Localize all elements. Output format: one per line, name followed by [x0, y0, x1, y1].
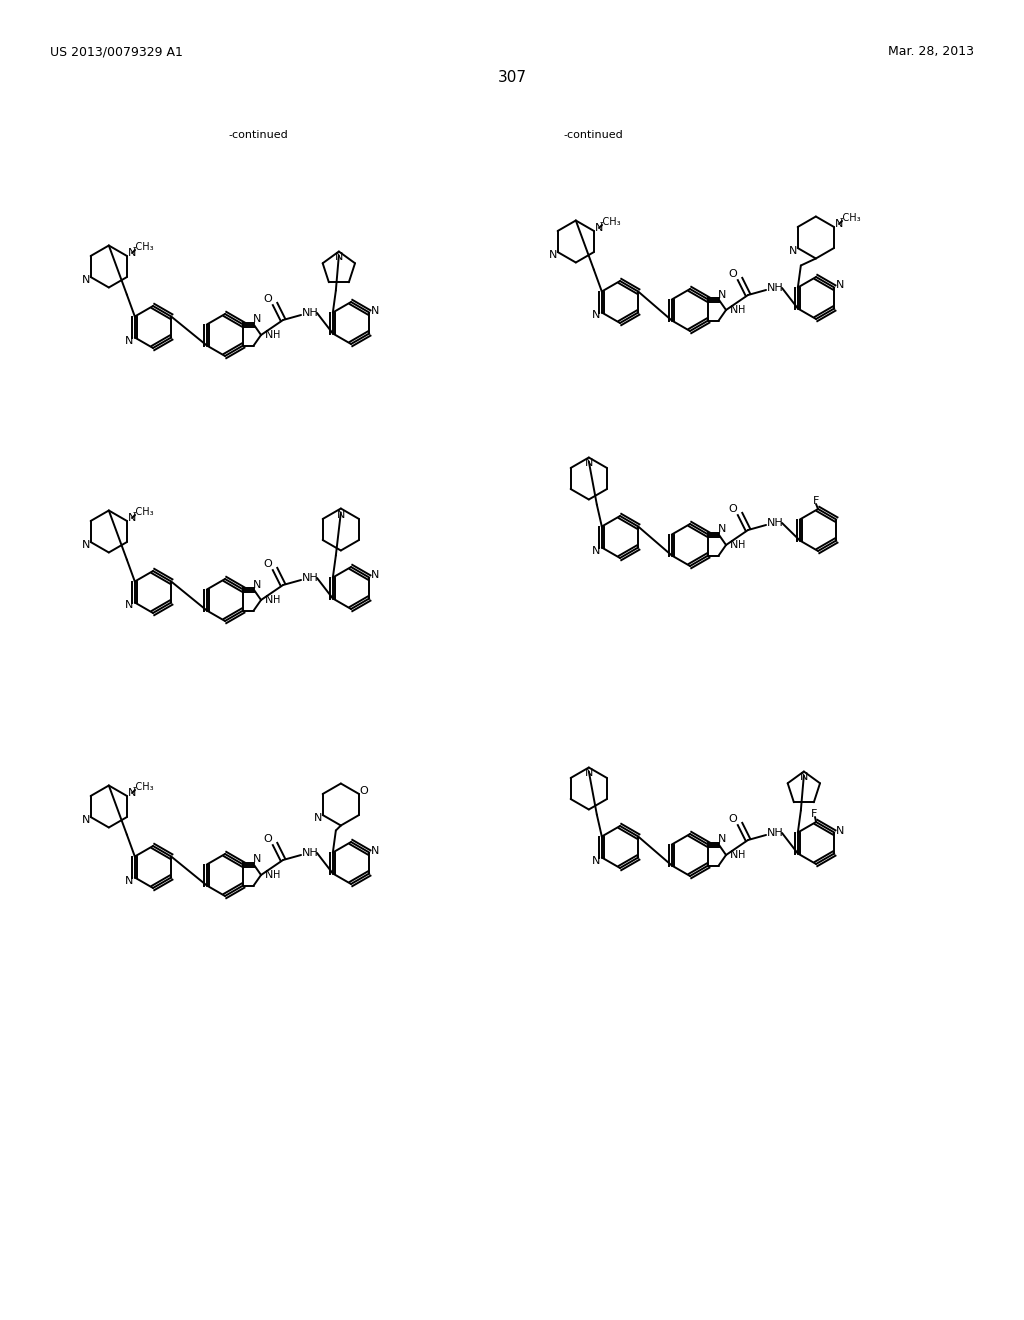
Text: NH: NH	[767, 282, 783, 293]
Text: N: N	[125, 875, 133, 886]
Text: N: N	[836, 281, 845, 290]
Text: O: O	[263, 834, 272, 843]
Text: N: N	[125, 601, 133, 610]
Text: N: N	[265, 870, 273, 880]
Text: -CH₃: -CH₃	[132, 507, 154, 517]
Text: N: N	[835, 219, 843, 228]
Text: O: O	[729, 269, 737, 279]
Text: -CH₃: -CH₃	[132, 242, 154, 252]
Text: N: N	[82, 275, 90, 285]
Text: -CH₃: -CH₃	[840, 213, 861, 223]
Text: H: H	[738, 850, 745, 861]
Text: N: N	[128, 788, 136, 799]
Text: N: N	[585, 458, 593, 469]
Text: -CH₃: -CH₃	[599, 216, 621, 227]
Text: N: N	[337, 510, 345, 520]
Text: NH: NH	[767, 517, 783, 528]
Text: N: N	[595, 223, 603, 234]
Text: F: F	[811, 809, 817, 818]
Text: H: H	[273, 595, 281, 605]
Text: O: O	[359, 785, 369, 796]
Text: H: H	[738, 540, 745, 550]
Text: N: N	[253, 579, 261, 590]
Text: N: N	[730, 540, 738, 550]
Text: -continued: -continued	[563, 129, 623, 140]
Text: N: N	[718, 289, 726, 300]
Text: N: N	[730, 305, 738, 315]
Text: F: F	[813, 496, 819, 506]
Text: -continued: -continued	[228, 129, 288, 140]
Text: Mar. 28, 2013: Mar. 28, 2013	[888, 45, 974, 58]
Text: N: N	[592, 545, 600, 556]
Text: N: N	[253, 854, 261, 865]
Text: H: H	[273, 870, 281, 880]
Text: N: N	[82, 814, 90, 825]
Text: N: N	[265, 330, 273, 341]
Text: NH: NH	[302, 573, 318, 583]
Text: N: N	[128, 248, 136, 257]
Text: N: N	[718, 524, 726, 535]
Text: N: N	[371, 570, 380, 581]
Text: N: N	[800, 772, 808, 783]
Text: N: N	[836, 825, 845, 836]
Text: NH: NH	[767, 828, 783, 838]
Text: N: N	[549, 249, 557, 260]
Text: N: N	[371, 846, 380, 855]
Text: N: N	[265, 595, 273, 605]
Text: O: O	[263, 558, 272, 569]
Text: N: N	[592, 855, 600, 866]
Text: N: N	[371, 305, 380, 315]
Text: O: O	[729, 814, 737, 824]
Text: O: O	[729, 504, 737, 513]
Text: N: N	[82, 540, 90, 550]
Text: N: N	[253, 314, 261, 325]
Text: H: H	[738, 305, 745, 315]
Text: -CH₃: -CH₃	[132, 781, 154, 792]
Text: US 2013/0079329 A1: US 2013/0079329 A1	[50, 45, 183, 58]
Text: H: H	[273, 330, 281, 341]
Text: N: N	[128, 513, 136, 523]
Text: N: N	[718, 834, 726, 845]
Text: O: O	[263, 294, 272, 304]
Text: 307: 307	[498, 70, 526, 86]
Text: N: N	[788, 246, 797, 256]
Text: N: N	[592, 310, 600, 321]
Text: NH: NH	[302, 308, 318, 318]
Text: N: N	[313, 813, 322, 822]
Text: N: N	[585, 768, 593, 779]
Text: N: N	[335, 252, 343, 263]
Text: N: N	[125, 335, 133, 346]
Text: N: N	[730, 850, 738, 861]
Text: NH: NH	[302, 847, 318, 858]
